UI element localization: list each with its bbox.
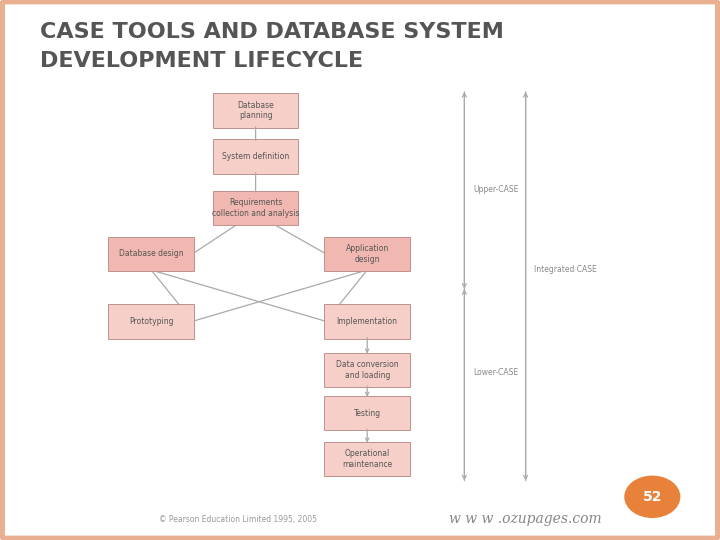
Text: Requirements
collection and analysis: Requirements collection and analysis: [212, 198, 300, 218]
FancyBboxPatch shape: [108, 304, 194, 339]
FancyBboxPatch shape: [324, 237, 410, 271]
FancyBboxPatch shape: [213, 139, 299, 174]
Text: Implementation: Implementation: [337, 317, 397, 326]
Text: Database design: Database design: [119, 249, 184, 258]
Text: Application
design: Application design: [346, 244, 389, 264]
Text: Operational
maintenance: Operational maintenance: [342, 449, 392, 469]
FancyBboxPatch shape: [324, 353, 410, 387]
Text: Lower-CASE: Lower-CASE: [473, 368, 518, 377]
FancyBboxPatch shape: [213, 191, 299, 225]
Text: Data conversion
and loading: Data conversion and loading: [336, 360, 398, 380]
FancyBboxPatch shape: [213, 93, 299, 128]
FancyBboxPatch shape: [324, 442, 410, 476]
Text: © Pearson Education Limited 1995, 2005: © Pearson Education Limited 1995, 2005: [158, 515, 317, 524]
Text: Integrated CASE: Integrated CASE: [534, 266, 597, 274]
FancyBboxPatch shape: [108, 237, 194, 271]
Text: Prototyping: Prototyping: [129, 317, 174, 326]
Text: 52: 52: [642, 490, 662, 504]
Text: DEVELOPMENT LIFECYCLE: DEVELOPMENT LIFECYCLE: [40, 51, 363, 71]
Text: Database
planning: Database planning: [237, 101, 274, 120]
FancyBboxPatch shape: [324, 396, 410, 430]
Text: CASE TOOLS AND DATABASE SYSTEM: CASE TOOLS AND DATABASE SYSTEM: [40, 22, 503, 42]
Text: System definition: System definition: [222, 152, 289, 161]
Text: w w w .ozupages.com: w w w .ozupages.com: [449, 512, 602, 526]
Text: Upper-CASE: Upper-CASE: [473, 185, 518, 193]
Circle shape: [625, 476, 680, 517]
Text: Testing: Testing: [354, 409, 381, 417]
FancyBboxPatch shape: [324, 304, 410, 339]
